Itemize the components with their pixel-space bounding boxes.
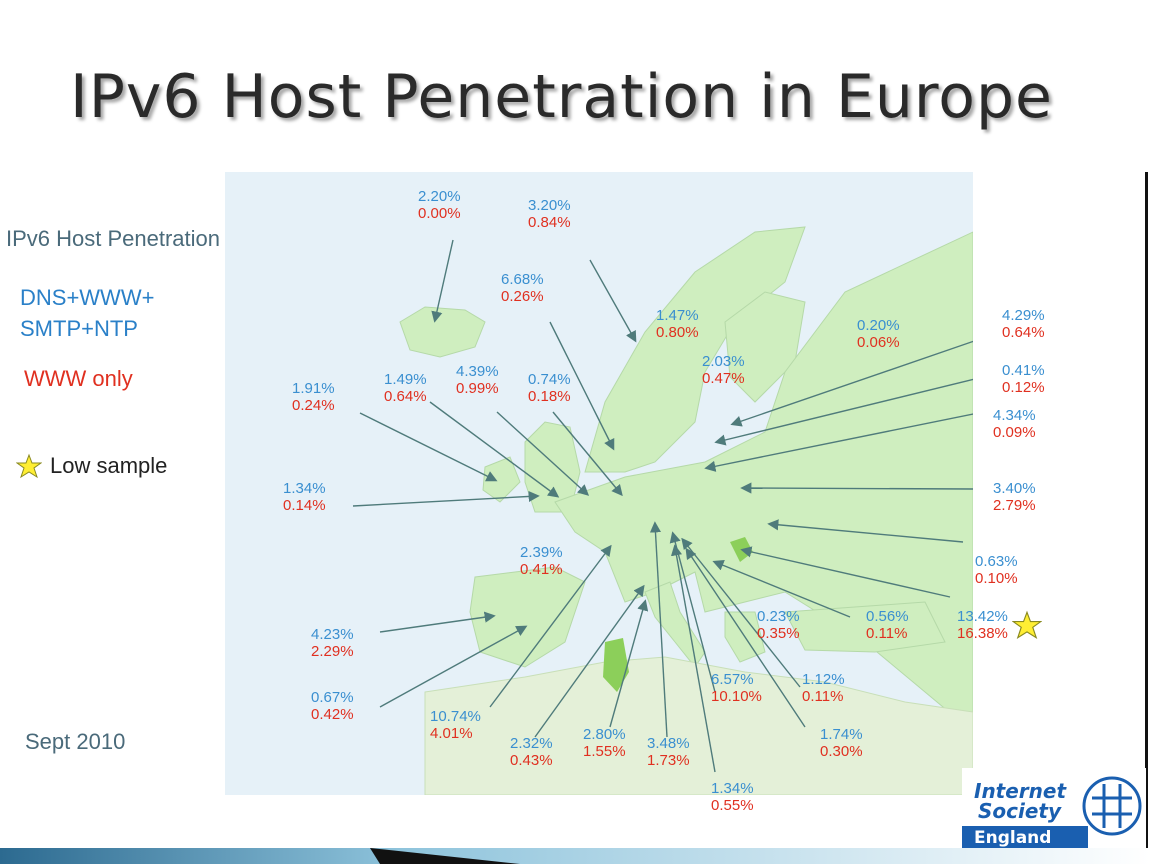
star-icon bbox=[16, 453, 42, 479]
label-estonia: 4.29% 0.64% bbox=[1002, 307, 1045, 341]
label-bulgaria: 1.12% 0.11% bbox=[802, 671, 845, 705]
internet-society-england-logo: Internet Society England bbox=[962, 768, 1146, 848]
label-greece: 1.74% 0.30% bbox=[820, 726, 863, 760]
label-switzerland: 10.74% 4.01% bbox=[430, 708, 481, 742]
label-iceland: 2.20% 0.00% bbox=[418, 188, 461, 222]
label-lithuania: 4.34% 0.09% bbox=[993, 407, 1036, 441]
legend-red-entry: WWW only bbox=[24, 366, 133, 391]
label-uk: 1.49% 0.64% bbox=[384, 371, 427, 405]
legend-star-entry: Low sample bbox=[16, 453, 167, 479]
label-austria: 0.23% 0.35% bbox=[757, 608, 800, 642]
bottom-decorative-bar bbox=[0, 848, 1150, 864]
right-divider bbox=[1145, 172, 1148, 848]
label-ukraine: 0.63% 0.10% bbox=[975, 553, 1018, 587]
date-label: Sept 2010 bbox=[25, 729, 126, 754]
svg-text:England: England bbox=[974, 828, 1051, 848]
label-france: 2.39% 0.41% bbox=[520, 544, 563, 578]
label-sweden: 1.47% 0.80% bbox=[656, 307, 699, 341]
label-romania: 0.56% 0.11% bbox=[866, 608, 909, 642]
label-norway: 3.20% 0.84% bbox=[528, 197, 571, 231]
label-ireland: 1.91% 0.24% bbox=[292, 380, 335, 414]
label-portugal-north: 1.34% 0.14% bbox=[283, 480, 326, 514]
label-czech: 3.48% 1.73% bbox=[647, 735, 690, 769]
label-portugal: 0.67% 0.42% bbox=[311, 689, 354, 723]
page-title: IPv6 Host Penetration in Europe bbox=[70, 62, 1053, 132]
label-tunisia: 2.80% 1.55% bbox=[583, 726, 626, 760]
label-russia: 0.20% 0.06% bbox=[857, 317, 900, 351]
legend-blue-line1: DNS+WWW+ bbox=[20, 285, 155, 310]
label-spain: 4.23% 2.29% bbox=[311, 626, 354, 660]
label-hungary: 1.34% 0.55% bbox=[711, 780, 754, 814]
legend-title: IPv6 Host Penetration bbox=[6, 226, 221, 251]
legend-blue-entry: DNS+WWW+ SMTP+NTP bbox=[20, 282, 154, 344]
svg-text:Society: Society bbox=[978, 799, 1062, 823]
label-denmark: 6.68% 0.26% bbox=[501, 271, 544, 305]
label-netherlands: 4.39% 0.99% bbox=[456, 363, 499, 397]
low-sample-star-icon bbox=[1011, 610, 1042, 640]
label-slovenia: 6.57% 10.10% bbox=[711, 671, 762, 705]
label-poland: 3.40% 2.79% bbox=[993, 480, 1036, 514]
label-italy: 2.32% 0.43% bbox=[510, 735, 553, 769]
svg-text:Internet: Internet bbox=[974, 779, 1067, 803]
label-finland: 2.03% 0.47% bbox=[702, 353, 745, 387]
label-latvia: 0.41% 0.12% bbox=[1002, 362, 1045, 396]
legend-star-label: Low sample bbox=[50, 453, 168, 478]
legend-blue-line2: SMTP+NTP bbox=[20, 316, 138, 341]
label-moldova: 13.42% 16.38% bbox=[957, 608, 1042, 642]
label-belgium: 0.74% 0.18% bbox=[528, 371, 571, 405]
